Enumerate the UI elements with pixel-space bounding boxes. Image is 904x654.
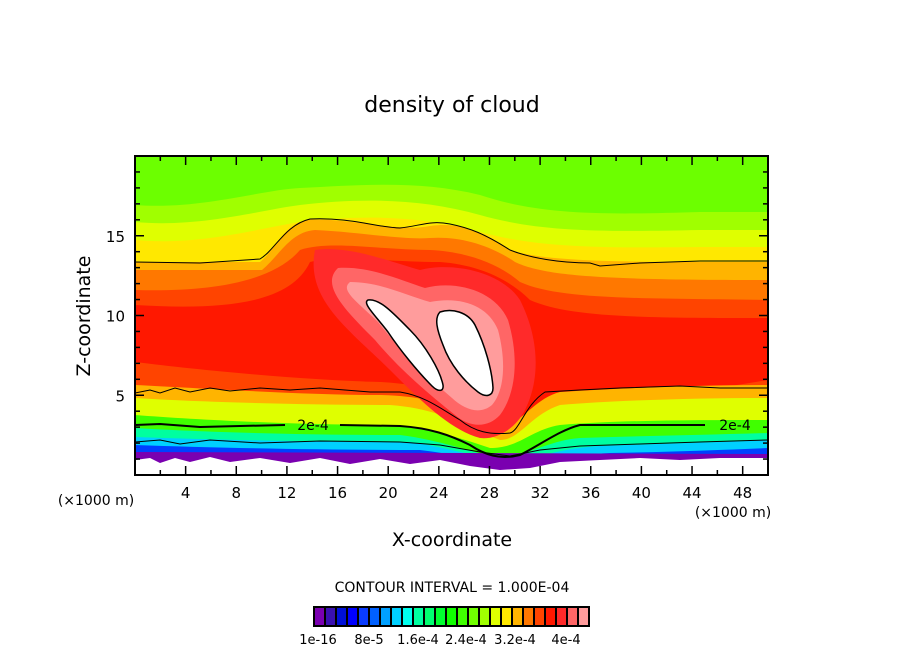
colorbar-swatch [491,608,500,625]
colorbar-swatch [579,608,588,625]
colorbar-swatch [381,608,390,625]
core-white-left [365,299,444,392]
colorbar-label: 4e-4 [551,633,580,648]
x-tick-label: 28 [480,484,499,502]
x-tick-label: 20 [379,484,398,502]
x-tick-label: 48 [733,484,752,502]
contour-label-right: 2e-4 [719,418,751,434]
colorbar-labels: 1e-16 8e-5 1.6e-4 2.4e-4 3.2e-4 4e-4 [299,633,580,648]
x-axis-label: X-coordinate [392,529,512,551]
band-bottom-white [135,457,768,475]
colorbar-swatch [480,608,489,625]
colorbar-swatch [359,608,368,625]
colorbar-swatch [326,608,335,625]
contour-label-left: 2e-4 [297,418,329,434]
x-tick-label: 8 [232,484,242,502]
colorbar-swatch [535,608,544,625]
x-tick-label: 4 [181,484,191,502]
contour-interval-label: CONTOUR INTERVAL = 1.000E-04 [335,580,570,596]
contour-line-mid [135,385,768,435]
colorbar-swatch [414,608,423,625]
x-unit-right: (×1000 m) [695,505,771,521]
x-tick-label: 32 [531,484,550,502]
colorbar [313,606,590,627]
colorbar-swatch [469,608,478,625]
colorbar-swatch [524,608,533,625]
x-unit-left: (×1000 m) [58,493,134,509]
y-tick-label: 10 [106,308,125,326]
chart-title: density of cloud [364,93,539,118]
x-tick-label: 12 [277,484,296,502]
colorbar-swatch [348,608,357,625]
colorbar-label: 1.6e-4 [397,633,439,648]
y-tick-label: 15 [106,228,125,246]
colorbar-label: 8e-5 [354,633,383,648]
colorbar-swatch [513,608,522,625]
contour-line-lower [135,439,768,457]
colorbar-swatch [502,608,511,625]
x-tick-label: 16 [328,484,347,502]
colorbar-swatch [392,608,401,625]
contour-field [135,156,768,475]
colorbar-swatch [403,608,412,625]
x-tick-label: 24 [429,484,448,502]
contour-line-2e-4-mid [339,424,705,458]
contour-line-upper [135,218,768,267]
y-tick-labels: 5 10 15 [106,228,125,406]
colorbar-swatch [436,608,445,625]
x-tick-label: 44 [682,484,701,502]
colorbar-label: 2.4e-4 [445,633,487,648]
core-white-right [435,309,494,397]
colorbar-swatch [315,608,324,625]
colorbar-label: 1e-16 [299,633,337,648]
colorbar-swatch [458,608,467,625]
x-tick-label: 36 [581,484,600,502]
x-tick-label: 40 [632,484,651,502]
contour-line-2e-4-left [135,422,286,429]
colorbar-swatch [370,608,379,625]
colorbar-swatch [425,608,434,625]
colorbar-swatch [447,608,456,625]
x-tick-labels: 4 8 12 16 20 24 28 32 36 40 44 48 [181,484,752,502]
colorbar-swatch [557,608,566,625]
y-tick-label: 5 [115,387,125,405]
colorbar-swatch [568,608,577,625]
y-axis-label: Z-coordinate [73,256,95,377]
colorbar-swatch [337,608,346,625]
colorbar-label: 3.2e-4 [494,633,536,648]
colorbar-swatch [546,608,555,625]
axis-ticks [135,156,768,475]
